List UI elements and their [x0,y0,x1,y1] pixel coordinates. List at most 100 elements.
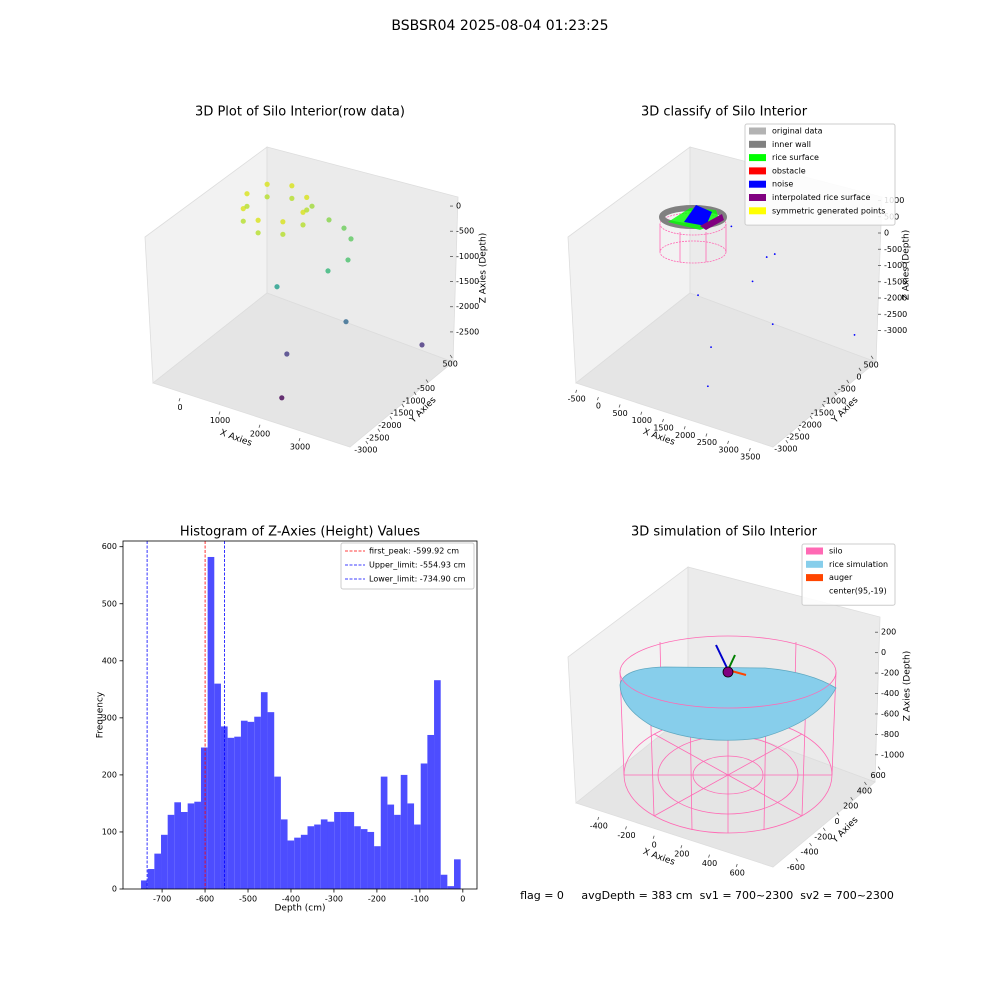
tick-mark [575,389,578,394]
z-tick-label: -2000 [884,294,907,303]
point [341,225,347,231]
y-tick-label: 400 [102,656,117,665]
x-tick-label: 2000 [250,429,270,438]
point [240,206,246,212]
bar [334,811,341,889]
y-tick-label: -3000 [774,445,797,454]
suptitle: BSBSR04 2025-08-04 01:23:25 [391,18,608,34]
bar [254,716,261,889]
chart-title: 3D classify of Silo Interior [641,105,808,120]
point [853,334,856,336]
bar [447,886,455,889]
tick-mark [834,391,837,396]
x-tick-label: -400 [282,895,300,904]
tick-mark [877,766,881,770]
point [348,236,354,242]
y-tick-label: 0 [856,372,861,381]
bar [200,747,208,889]
point [300,222,306,228]
pane [575,712,876,868]
y-tick-label: 200 [843,802,858,811]
point [309,203,315,209]
y-tick-label: -3000 [354,446,377,455]
tick-mark [846,379,850,384]
silo-wire [653,733,803,817]
legend-label: rice surface [772,153,819,162]
tick-mark [850,796,854,801]
x-tick-label: -200 [617,831,635,840]
tick-mark [748,447,751,452]
point [773,253,776,255]
bar [367,831,375,889]
legend-swatch [806,560,823,568]
axis-title: Z Axies (Depth) [479,233,489,304]
tick-mark [797,427,801,432]
y-tick-label: 200 [102,770,117,779]
legend-label: noise [772,180,793,189]
x-tick-label: 200 [674,850,689,859]
point [697,294,699,297]
legend-swatch [749,127,766,135]
point [730,225,733,228]
tick-mark [662,418,664,423]
bar [187,803,195,889]
point [751,280,754,283]
bar [414,824,421,889]
auger-axis [715,644,729,671]
bar [327,821,335,889]
legend-label: silo [829,547,843,556]
bar [167,814,175,889]
panes-1 [144,146,459,448]
legend-box [744,123,896,226]
tick-mark [785,439,789,444]
y-tick-label: -2000 [799,421,822,430]
z-tick-label: -2000 [456,302,479,311]
y-tick-label: -400 [800,848,818,857]
legend-label: symmetric generated points [772,206,885,215]
point [255,230,261,236]
bar [280,819,288,889]
x-tick-label: 600 [730,868,745,877]
legend-swatch [749,207,766,215]
z-tick-label: -400 [881,689,899,698]
tick-mark [377,428,381,432]
tick-mark [365,440,369,445]
point [345,257,351,263]
bar [454,859,461,889]
z-tick-label: -1000 [456,252,479,261]
point [240,218,246,224]
x-tick-label: -500 [239,895,257,904]
tick-mark [449,354,453,359]
bar [420,763,428,889]
x-tick-label: 2000 [675,431,695,440]
tick-mark [652,835,655,839]
legend-label: interpolated rice surface [772,193,870,202]
bar [354,826,361,889]
point [280,219,286,225]
tick-mark [597,816,600,821]
tick-mark [425,379,429,383]
legend-label: rice simulation [829,560,888,569]
point [706,385,709,388]
tick-mark [298,437,301,442]
chart-title: 3D Plot of Silo Interior(row data) [195,105,405,120]
tick-mark [413,391,417,396]
point [326,217,332,223]
x-tick-label: -600 [196,895,214,904]
bar [214,683,221,889]
y-tick-label: 500 [863,360,878,369]
pane [152,292,454,448]
point [771,323,774,326]
bar [207,556,215,889]
tick-mark [625,826,627,830]
z-tick-label: -2500 [884,310,907,319]
point [280,231,286,237]
legend-swatch [749,194,766,201]
x-tick-label: 1500 [653,424,673,433]
point [284,351,290,357]
z-tick-label: 0 [884,229,889,238]
z-tick-label: -3000 [884,326,907,335]
legend-label: center(95,-19) [829,586,887,595]
bar [247,721,255,889]
